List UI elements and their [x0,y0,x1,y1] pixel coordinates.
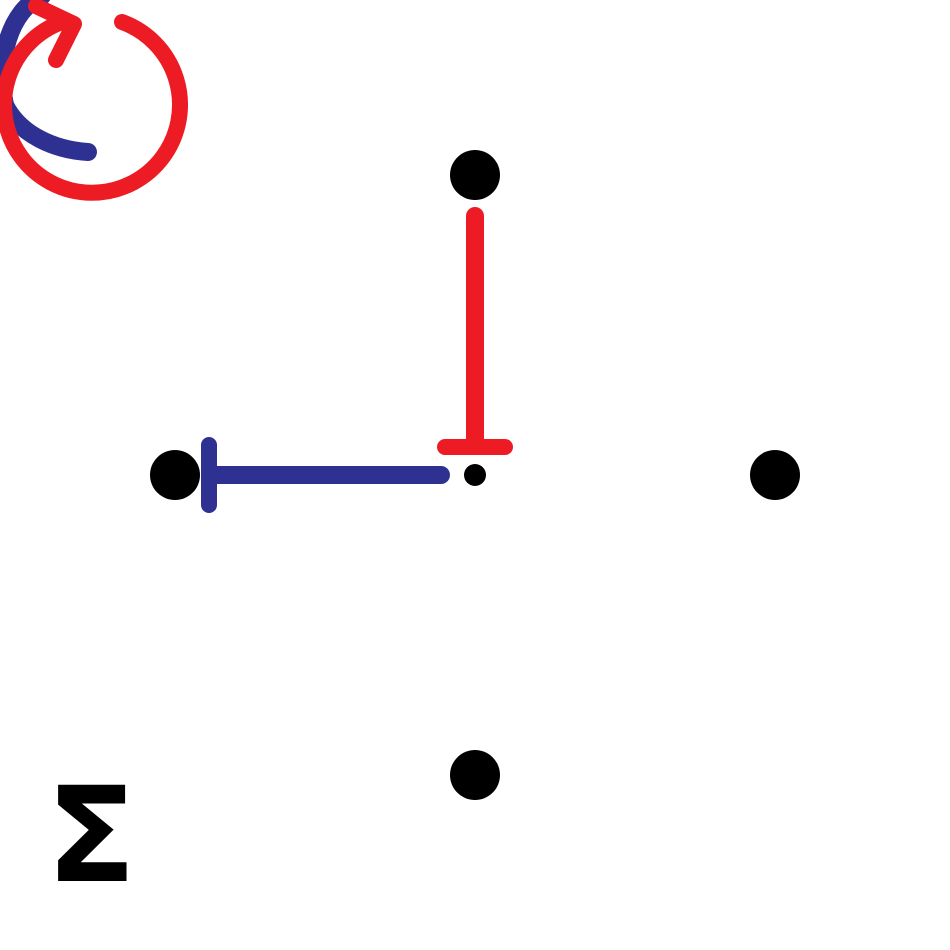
point-right [750,450,800,500]
point-center [464,464,486,486]
blue-t-bar-arrow [201,437,450,513]
red-t-bar-arrow [437,207,513,455]
point-left [150,450,200,500]
point-bottom [450,750,500,800]
point-top [450,150,500,200]
sigma-symbol: Σ [46,759,137,913]
rotation-arrowhead [28,0,82,68]
rotation-red-circle [0,14,188,201]
rotate-cw-icon [0,0,188,201]
